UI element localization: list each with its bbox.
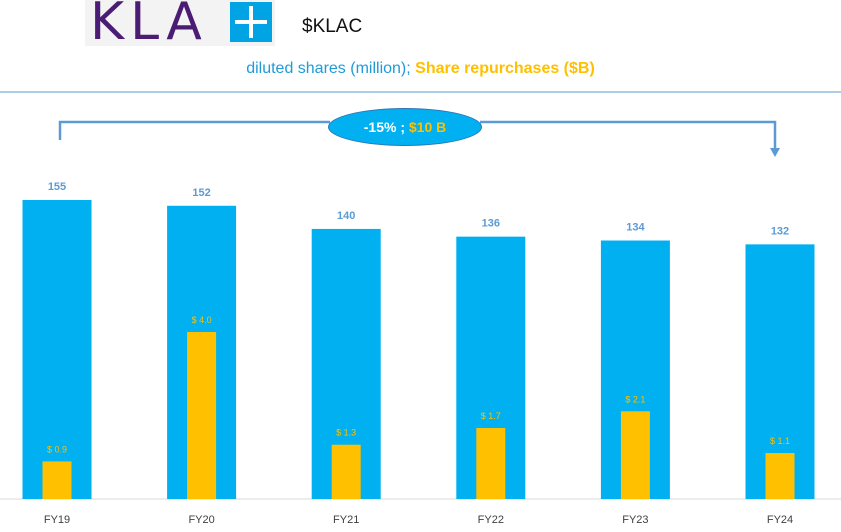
callout-arrow bbox=[770, 148, 780, 157]
repurchase-data-label: $ 1.3 bbox=[336, 428, 356, 438]
repurchase-bar bbox=[765, 453, 795, 499]
shares-data-label: 155 bbox=[48, 181, 66, 193]
repurchase-bar bbox=[42, 461, 72, 499]
chart-subtitle: diluted shares (million); Share repurcha… bbox=[0, 60, 841, 78]
repurchase-bar bbox=[476, 428, 506, 499]
x-tick-label: FY23 bbox=[622, 514, 648, 526]
change-callout: -15% ; $10 B bbox=[328, 108, 482, 146]
x-tick-label: FY19 bbox=[44, 514, 70, 526]
repurchase-data-label: $ 2.1 bbox=[625, 394, 645, 404]
shares-data-label: 136 bbox=[482, 218, 500, 230]
repurchase-bar bbox=[187, 332, 217, 499]
shares-data-label: 134 bbox=[626, 222, 645, 234]
repurchase-data-label: $ 1.1 bbox=[770, 436, 790, 446]
repurchase-data-label: $ 4.0 bbox=[192, 315, 212, 325]
subtitle-repurchases: Share repurchases ($B) bbox=[415, 60, 595, 77]
shares-data-label: 152 bbox=[192, 187, 210, 199]
callout-bracket bbox=[58, 120, 777, 150]
callout-change: -15% ; bbox=[363, 119, 405, 135]
shares-bar bbox=[22, 200, 92, 499]
shares-data-label: 140 bbox=[337, 210, 355, 222]
plus-icon bbox=[230, 2, 272, 42]
shares-data-label: 132 bbox=[771, 225, 789, 237]
ticker-label: $KLAC bbox=[302, 16, 363, 37]
x-tick-label: FY20 bbox=[188, 514, 214, 526]
x-tick-label: FY21 bbox=[333, 514, 359, 526]
repurchase-data-label: $ 0.9 bbox=[47, 444, 67, 454]
x-tick-label: FY22 bbox=[478, 514, 504, 526]
repurchase-data-label: $ 1.7 bbox=[481, 411, 501, 421]
repurchase-bar bbox=[331, 444, 361, 499]
repurchase-bar bbox=[620, 411, 650, 499]
x-tick-label: FY24 bbox=[767, 514, 793, 526]
callout-total: $10 B bbox=[408, 119, 447, 135]
subtitle-shares: diluted shares (million); bbox=[246, 60, 411, 77]
kla-logo-text: KLA bbox=[90, 0, 208, 52]
